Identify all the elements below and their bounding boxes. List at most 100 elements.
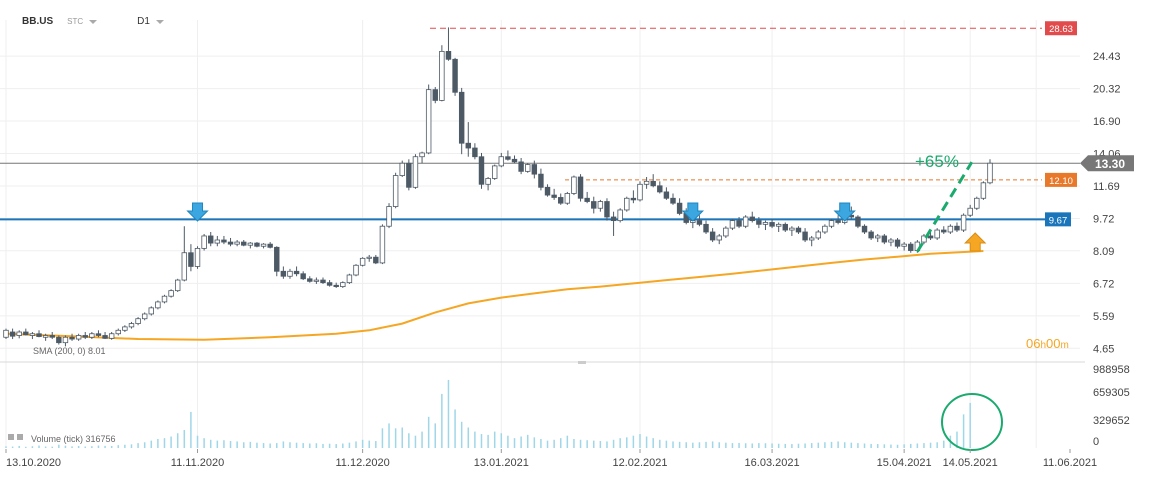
candle-body bbox=[835, 220, 841, 223]
candle-body bbox=[485, 178, 491, 185]
candle bbox=[366, 254, 372, 262]
candle bbox=[287, 268, 293, 279]
candle-body bbox=[604, 201, 610, 218]
candle-body bbox=[95, 333, 102, 336]
candle bbox=[23, 328, 29, 336]
volume-highlight-circle bbox=[941, 393, 1003, 451]
chevron-down-icon bbox=[89, 19, 98, 24]
candle-body bbox=[419, 152, 425, 158]
candle bbox=[241, 239, 247, 247]
candle-body bbox=[465, 142, 471, 149]
candle bbox=[307, 276, 313, 283]
candle bbox=[3, 328, 9, 340]
candle bbox=[749, 211, 755, 223]
candle-body bbox=[320, 279, 326, 284]
candle bbox=[954, 222, 960, 232]
candle bbox=[439, 45, 445, 102]
candle-body bbox=[56, 336, 62, 344]
date-axis-label: 15.04.2021 bbox=[877, 457, 932, 469]
candle bbox=[36, 330, 42, 338]
candle-body bbox=[511, 158, 518, 163]
candle bbox=[406, 159, 412, 191]
candle-body bbox=[392, 175, 399, 207]
candle bbox=[789, 226, 795, 236]
candle bbox=[822, 224, 828, 234]
candle-body bbox=[927, 235, 934, 239]
candle-body bbox=[657, 185, 663, 193]
candle bbox=[927, 231, 934, 240]
candle bbox=[987, 159, 993, 185]
candle-body bbox=[439, 51, 445, 101]
candle bbox=[511, 155, 518, 164]
candle bbox=[9, 328, 16, 340]
candle-body bbox=[822, 225, 828, 233]
candle bbox=[135, 317, 141, 326]
candle bbox=[518, 158, 524, 175]
candle bbox=[716, 233, 722, 245]
volume-axis: 988958 659305 329652 0 bbox=[1093, 364, 1130, 448]
candle bbox=[908, 242, 914, 253]
sma-indicator-label: SMA (200, 0) 8.01 bbox=[33, 346, 106, 356]
candle-body bbox=[49, 335, 55, 338]
candle-body bbox=[188, 252, 194, 267]
candle-body bbox=[69, 336, 75, 340]
candle bbox=[122, 325, 128, 333]
volume-axis-label: 329652 bbox=[1093, 415, 1130, 427]
candle-body bbox=[174, 279, 181, 292]
candle bbox=[115, 328, 121, 336]
candle-body bbox=[505, 156, 511, 160]
candle bbox=[69, 333, 75, 341]
support-price-tag: 9.67 bbox=[1045, 212, 1071, 227]
candle-body bbox=[135, 318, 141, 324]
candle-body bbox=[161, 295, 168, 303]
candle bbox=[769, 218, 775, 229]
candle bbox=[254, 242, 260, 248]
candle bbox=[445, 27, 452, 61]
candle bbox=[571, 175, 577, 196]
candle-body bbox=[36, 333, 42, 337]
candle bbox=[373, 254, 379, 265]
candle-body bbox=[181, 252, 188, 281]
date-axis-label: 11.11.2020 bbox=[171, 457, 224, 469]
candle-body bbox=[241, 241, 247, 246]
candle bbox=[181, 226, 188, 282]
candle-body bbox=[815, 231, 822, 239]
candle bbox=[835, 215, 841, 225]
candle bbox=[531, 160, 538, 179]
candle bbox=[657, 181, 663, 194]
candle-body bbox=[941, 229, 947, 233]
timeframe-selector[interactable]: D1 bbox=[137, 16, 164, 27]
symbol-selector[interactable]: BB.US bbox=[22, 15, 54, 27]
candle-body bbox=[881, 235, 888, 243]
candle-body bbox=[584, 197, 590, 202]
candle-body bbox=[901, 243, 907, 247]
candle-body bbox=[267, 243, 273, 248]
candle bbox=[591, 196, 597, 214]
candle-body bbox=[353, 264, 359, 276]
candle bbox=[723, 226, 729, 238]
candle-body bbox=[9, 331, 16, 337]
date-axis: 13.10.2020 11.11.2020 11.12.2020 13.01.2021… bbox=[5, 449, 1097, 469]
candle bbox=[353, 264, 359, 277]
candle bbox=[795, 226, 802, 234]
candle-body bbox=[736, 220, 742, 227]
candle-body bbox=[208, 235, 214, 244]
candle bbox=[386, 203, 392, 229]
arrow-down-icon bbox=[186, 202, 209, 222]
candle bbox=[875, 233, 881, 243]
price-axis-label: 11.69 bbox=[1093, 181, 1120, 193]
candle bbox=[42, 333, 49, 341]
candle-body bbox=[518, 161, 524, 172]
candle bbox=[808, 235, 815, 247]
candle bbox=[881, 233, 888, 245]
arrow-down-icon bbox=[833, 202, 856, 222]
candle bbox=[505, 150, 511, 161]
candle-body bbox=[254, 242, 260, 247]
instrument-type-selector[interactable]: STC bbox=[67, 17, 98, 26]
candle-body bbox=[300, 273, 306, 280]
sma-line bbox=[5, 250, 984, 341]
candle bbox=[564, 191, 571, 205]
candle bbox=[729, 218, 736, 231]
